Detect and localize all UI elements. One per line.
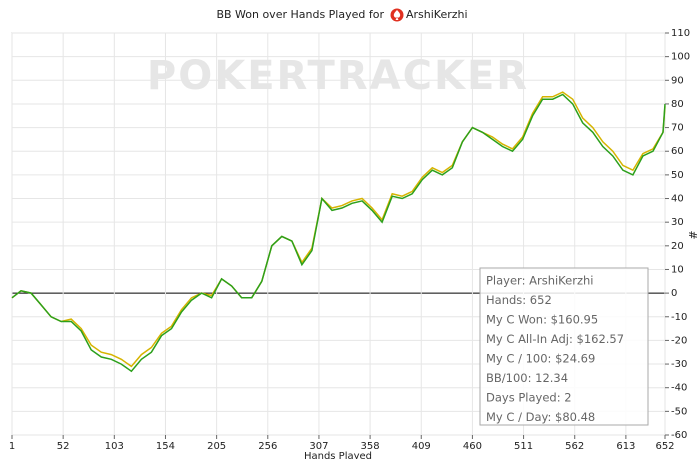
- x-tick-label: 1: [9, 441, 15, 452]
- info-line: Hands: 652: [486, 293, 552, 307]
- x-tick-label: 562: [565, 441, 584, 452]
- y-axis-label: #: [686, 230, 699, 239]
- y-tick-label: 10: [671, 264, 684, 275]
- info-line: My C / 100: $24.69: [486, 352, 595, 366]
- info-line: My C Won: $160.95: [486, 313, 598, 327]
- x-tick-label: 511: [514, 441, 533, 452]
- x-tick-label: 52: [57, 441, 70, 452]
- info-line: Days Played: 2: [486, 391, 572, 405]
- y-tick-label: 80: [671, 99, 684, 110]
- y-tick-label: -10: [671, 312, 687, 323]
- y-tick-label: 110: [671, 28, 690, 39]
- spade-icon: [390, 8, 404, 22]
- y-tick-label: 70: [671, 123, 684, 134]
- y-tick-label: 60: [671, 146, 684, 157]
- x-tick-label: 460: [463, 441, 482, 452]
- info-box: [479, 267, 649, 426]
- y-tick-label: 0: [671, 288, 677, 299]
- x-tick-label: 103: [105, 441, 124, 452]
- y-tick-label: -40: [671, 383, 687, 394]
- y-tick-label: 50: [671, 170, 684, 181]
- x-tick-label: 154: [156, 441, 175, 452]
- chart-title: BB Won over Hands Played for: [216, 8, 384, 21]
- x-tick-label: 358: [361, 441, 380, 452]
- x-tick-label: 652: [655, 441, 674, 452]
- info-line: BB/100: 12.34: [486, 371, 568, 385]
- x-axis-label: Hands Played: [304, 451, 372, 459]
- watermark: POKERTRACKER: [147, 53, 529, 99]
- y-tick-label: -60: [671, 430, 687, 441]
- info-line: Player: ArshiKerzhi: [486, 274, 593, 288]
- x-tick-label: 307: [309, 441, 328, 452]
- x-tick-label: 205: [207, 441, 226, 452]
- y-tick-label: -50: [671, 406, 687, 417]
- y-tick-label: 20: [671, 241, 684, 252]
- series-line: [11, 93, 666, 373]
- x-tick-label: 613: [616, 441, 635, 452]
- chart-title-player: ArshiKerzhi: [406, 8, 468, 21]
- y-tick-label: 100: [671, 52, 690, 63]
- series-line: [11, 91, 666, 368]
- x-tick-label: 409: [412, 441, 431, 452]
- info-line: My C All-In Adj: $162.57: [486, 332, 624, 346]
- y-tick-label: 40: [671, 194, 684, 205]
- y-tick-label: -20: [671, 335, 687, 346]
- info-line: My C / Day: $80.48: [486, 410, 595, 424]
- y-tick-label: -30: [671, 359, 687, 370]
- y-tick-label: 30: [671, 217, 684, 228]
- x-tick-label: 256: [258, 441, 277, 452]
- y-tick-label: 90: [671, 75, 684, 86]
